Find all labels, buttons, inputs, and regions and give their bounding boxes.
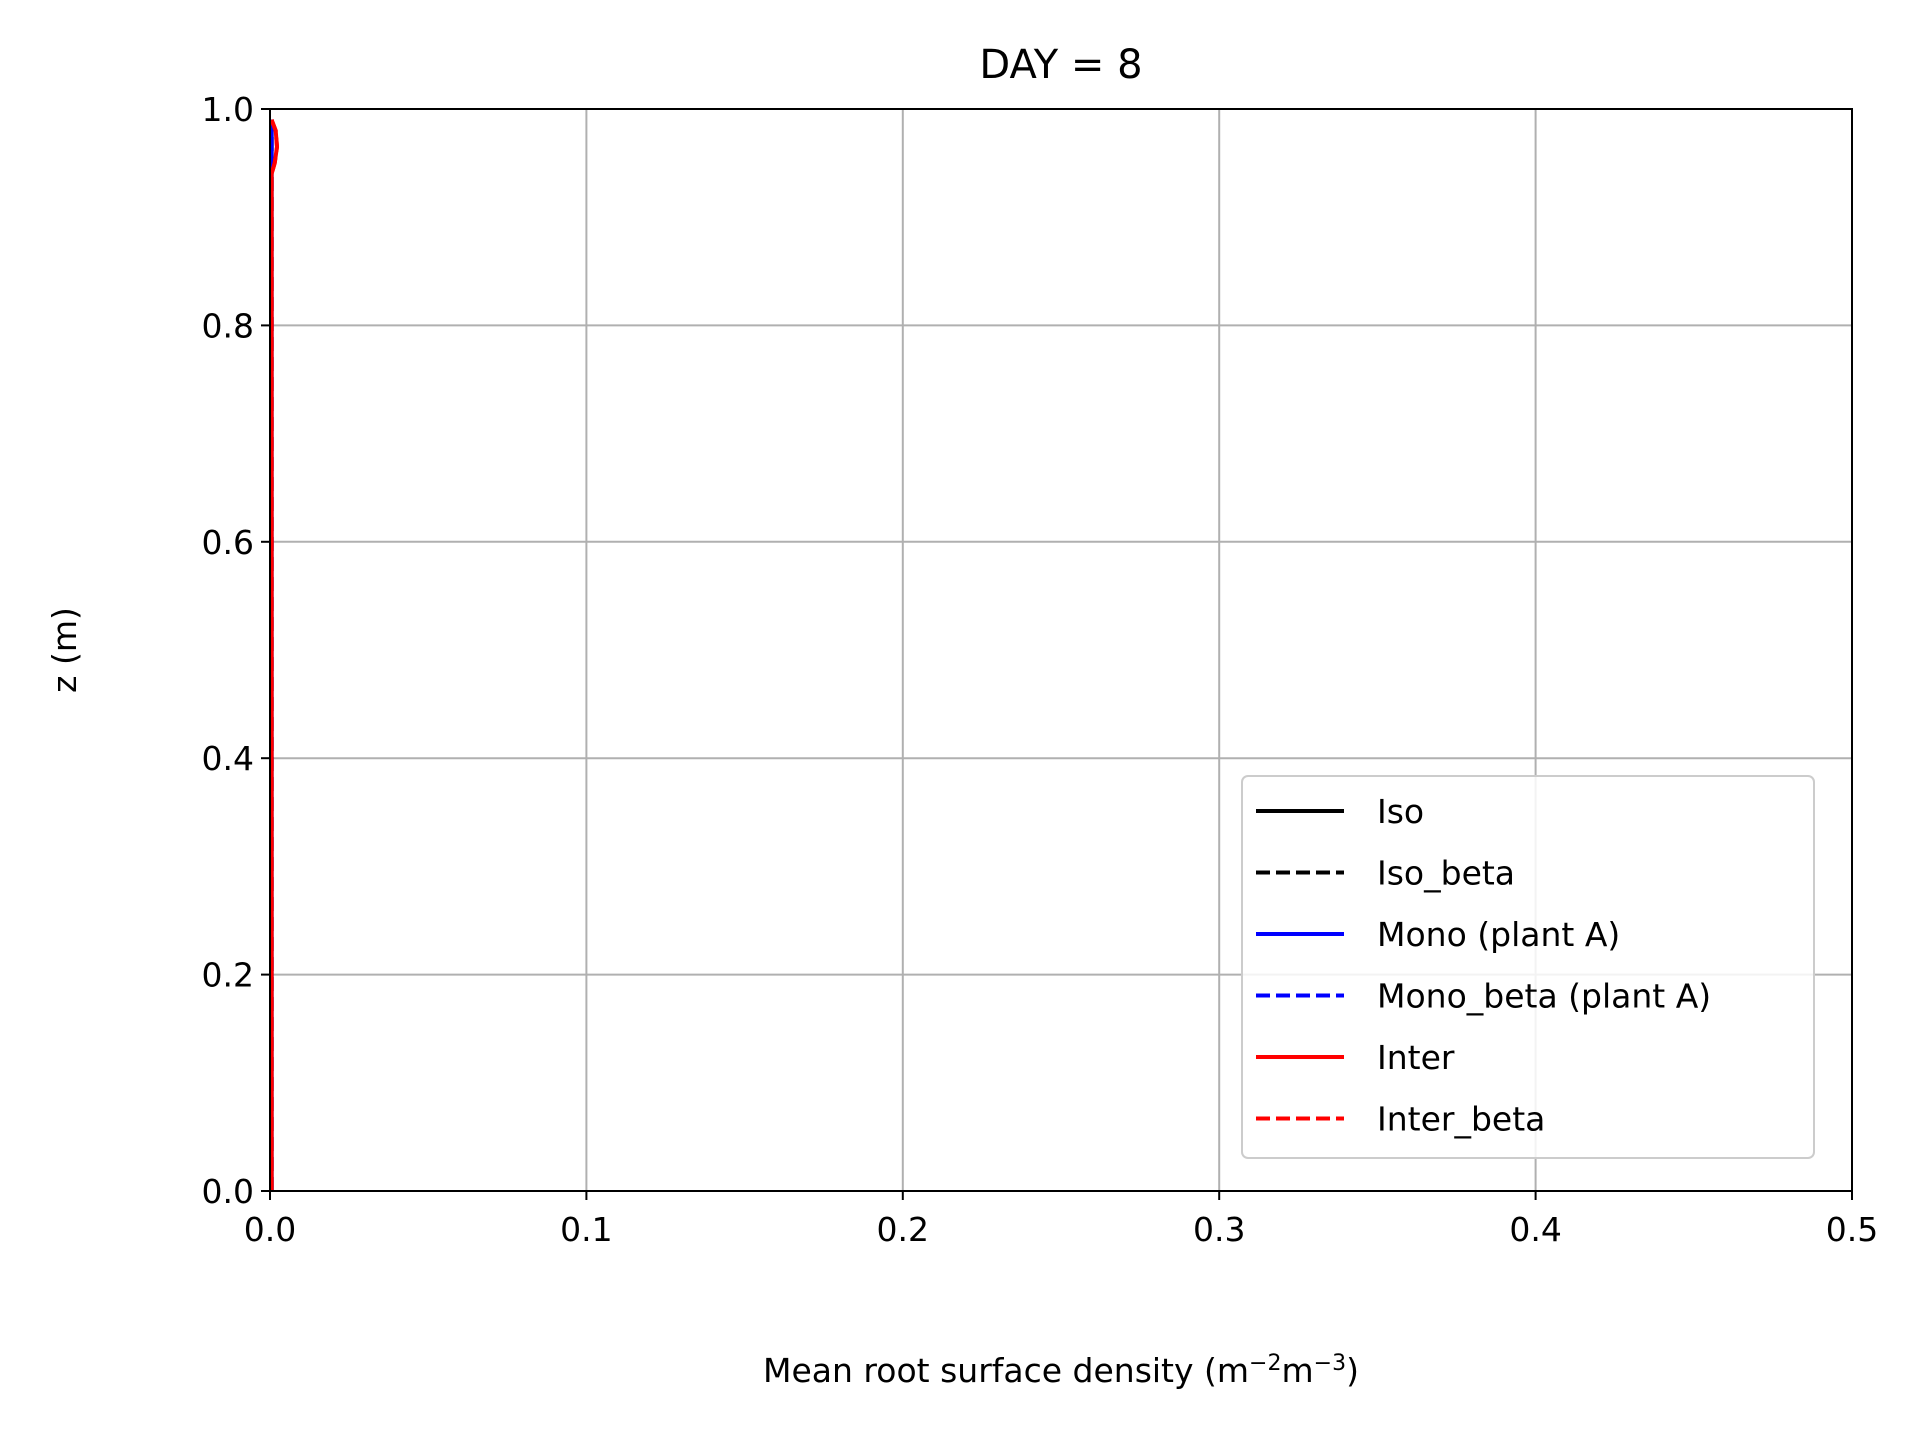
legend-label: Inter_beta	[1377, 1100, 1545, 1139]
y-tick-label: 1.0	[202, 90, 254, 129]
legend-label: Mono (plant A)	[1377, 915, 1620, 954]
x-tick-label: 0.0	[244, 1210, 296, 1249]
y-axis-label: z (m)	[45, 607, 84, 693]
x-axis-label: Mean root surface density (m−2m−3)	[763, 1351, 1359, 1391]
y-tick-label: 0.0	[202, 1172, 254, 1211]
chart-title: DAY = 8	[979, 42, 1142, 88]
series-line-inter-beta	[269, 119, 279, 1191]
legend-label: Iso	[1377, 792, 1424, 831]
x-axis-label-main: Mean root surface density (m	[763, 1351, 1249, 1390]
legend-label: Mono_beta (plant A)	[1377, 977, 1711, 1016]
ticks: 0.0 0.1 0.2 0.3 0.4 0.5 0.0 0.2 0.4 0.6 0.8 1.0	[202, 90, 1879, 1249]
y-tick-label: 0.8	[202, 306, 254, 345]
x-tick-label: 0.5	[1826, 1210, 1878, 1249]
grid	[269, 108, 1853, 1192]
x-axis-label-exp2: −3	[1314, 1351, 1346, 1376]
y-tick-label: 0.6	[202, 523, 254, 562]
y-tick-label: 0.4	[202, 739, 254, 778]
legend: Iso Iso_beta Mono (plant A) Mono_beta (plan…	[1241, 775, 1815, 1159]
y-tick-label: 0.2	[202, 956, 254, 995]
plot-area	[269, 119, 279, 1191]
x-tick-label: 0.1	[560, 1210, 612, 1249]
x-axis-label-mid: m	[1281, 1351, 1313, 1390]
legend-label: Inter	[1377, 1038, 1455, 1077]
x-axis-label-end: )	[1346, 1351, 1359, 1390]
axes-frame	[269, 108, 1853, 1192]
x-tick-label: 0.2	[877, 1210, 929, 1249]
legend-box	[1241, 775, 1815, 1159]
x-axis-label-exp1: −2	[1249, 1351, 1281, 1376]
x-tick-label: 0.3	[1193, 1210, 1245, 1249]
x-tick-label: 0.4	[1509, 1210, 1561, 1249]
legend-label: Iso_beta	[1377, 854, 1515, 893]
